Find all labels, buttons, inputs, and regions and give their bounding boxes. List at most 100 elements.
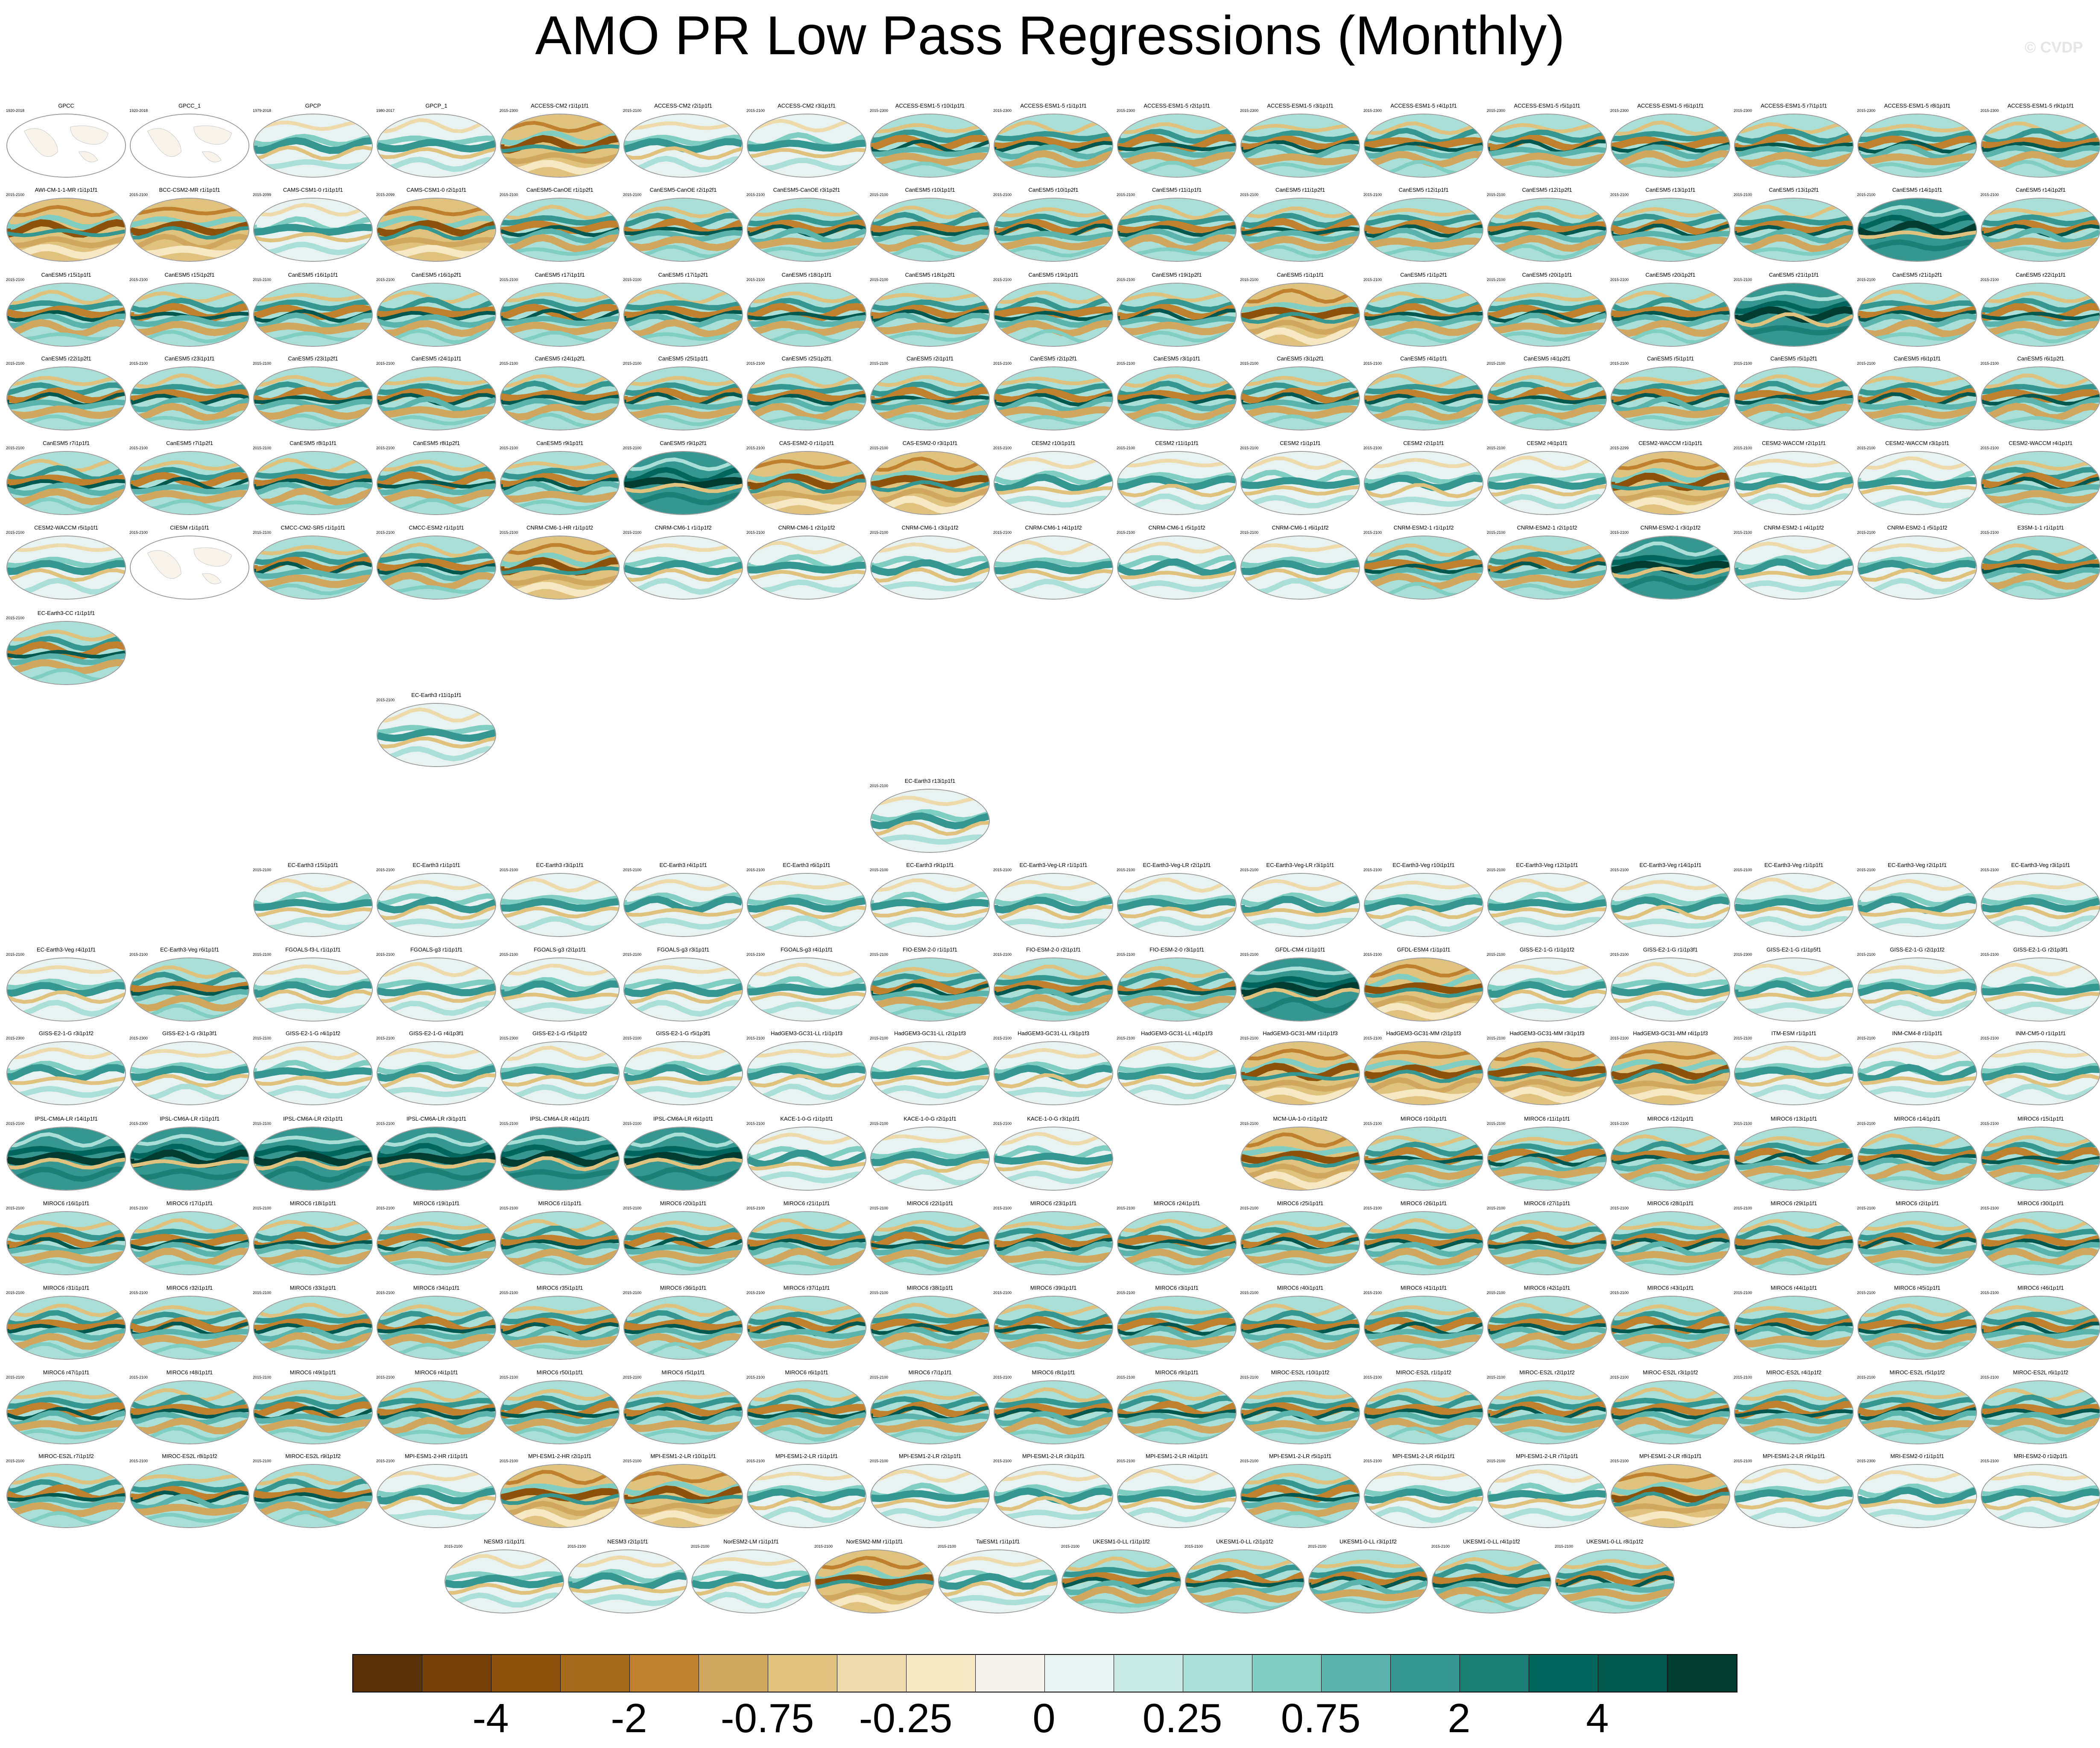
colorbar-box — [1529, 1655, 1598, 1692]
field-band — [1241, 560, 1359, 575]
field-band — [1488, 568, 1606, 579]
map-panel: CanESM5 r18i1p2f1 2015-2100 — [870, 272, 990, 357]
map-globe — [1117, 1041, 1237, 1105]
field-band — [377, 1086, 495, 1097]
field-band — [1982, 1159, 2100, 1171]
map-panel: MIROC6 r44i1p1f1 2015-2100 — [1734, 1285, 1854, 1370]
map-panel-title: MIROC6 r23i1p1f1 — [1030, 1200, 1077, 1206]
regression-field — [7, 199, 125, 261]
regression-field — [624, 452, 742, 514]
field-band — [1858, 1333, 1976, 1350]
regression-field — [501, 1042, 619, 1104]
field-band — [1858, 879, 1976, 891]
map-globe — [994, 366, 1113, 430]
field-band — [1858, 382, 1976, 396]
field-band — [1982, 1404, 2100, 1416]
regression-field — [377, 1381, 495, 1443]
map-panel-period: 2015-2100 — [376, 446, 395, 450]
field-band — [748, 983, 866, 996]
field-band — [871, 1219, 989, 1232]
field-band — [994, 237, 1112, 251]
field-band — [377, 1133, 495, 1147]
field-band — [501, 1150, 619, 1168]
field-band — [748, 148, 866, 158]
map-globe — [1487, 451, 1607, 515]
field-band — [1365, 1408, 1483, 1419]
field-band — [254, 1135, 372, 1145]
field-band — [994, 320, 1112, 337]
field-band — [254, 1413, 372, 1424]
map-panel: MPI-ESM1-2-HR r1i1p1f1 2015-2100 — [376, 1453, 497, 1538]
field-band — [624, 230, 742, 242]
regression-field — [377, 114, 495, 177]
map-panel-title: MIROC6 r47i1p1f1 — [43, 1369, 90, 1376]
map-panel-period: 2015-2100 — [1117, 278, 1135, 282]
field-band — [1858, 1499, 1976, 1508]
map-globe — [377, 957, 496, 1022]
map-globe — [1487, 957, 1607, 1022]
field-band — [1118, 220, 1236, 234]
regression-field — [131, 284, 249, 346]
field-band — [871, 1508, 989, 1522]
field-band — [1118, 398, 1236, 412]
map-globe — [994, 1127, 1113, 1191]
map-panel-period: 2015-2100 — [870, 1375, 889, 1379]
field-band — [254, 1075, 372, 1086]
map-panel-title: CanESM5 r25i1p2f1 — [781, 355, 832, 362]
regression-field — [994, 536, 1112, 599]
field-band — [254, 1487, 372, 1500]
map-panel: ACCESS-ESM1-5 r6i1p1f1 2015-2300 — [1610, 102, 1731, 188]
field-band — [1612, 383, 1729, 395]
regression-field — [624, 958, 742, 1021]
field-band — [131, 1241, 249, 1257]
map-globe — [1117, 283, 1237, 347]
field-band — [1735, 980, 1853, 999]
field-band — [377, 728, 495, 742]
field-band — [1365, 905, 1483, 919]
field-band — [1118, 1468, 1236, 1484]
map-panel-period: 2015-2100 — [1117, 1291, 1135, 1295]
map-panel: MIROC6 r9i1p1f1 2015-2100 — [1117, 1369, 1237, 1455]
field-band — [1612, 219, 1729, 236]
map-panel-title: BCC-CSM2-MR r1i1p1f1 — [159, 187, 220, 193]
field-band — [1982, 1074, 2100, 1088]
field-band — [131, 1305, 249, 1316]
map-panel-period: 2015-2100 — [253, 1459, 272, 1463]
colorbar-box — [1252, 1655, 1322, 1692]
map-panel: MPI-ESM1-2-LR r1i1p1f1 2015-2100 — [746, 1453, 867, 1538]
map-globe — [1487, 873, 1607, 937]
map-panel-period: 2015-2100 — [746, 1375, 765, 1379]
map-globe — [1734, 957, 1854, 1022]
field-band — [377, 1417, 495, 1436]
regression-field — [501, 1212, 619, 1274]
field-band — [871, 123, 989, 134]
field-band — [1118, 1507, 1236, 1523]
map-globe — [994, 1380, 1113, 1444]
map-panel: CanESM5 r11i1p1f1 2015-2100 — [1117, 187, 1237, 272]
map-panel: MIROC6 r36i1p1f1 2015-2100 — [623, 1285, 743, 1370]
map-panel: MIROC6 r48i1p1f1 2015-2100 — [129, 1369, 250, 1455]
field-band — [1858, 1402, 1976, 1418]
field-band — [1365, 1394, 1483, 1411]
map-globe — [1117, 1464, 1237, 1528]
map-panel: MIROC6 r20i1p1f1 2015-2100 — [623, 1200, 743, 1285]
field-band — [1612, 962, 1729, 978]
map-panel-period: 2015-2100 — [500, 1121, 518, 1126]
regression-field — [501, 452, 619, 514]
map-panel-title: MIROC6 r1i1p1f1 — [538, 1200, 582, 1206]
field-band — [1118, 483, 1236, 498]
map-panel-title: GISS-E2-1-G r1i1p5f1 — [1767, 946, 1821, 953]
map-globe — [500, 283, 620, 347]
map-panel: MPI-ESM1-2-LR r2i1p1f1 2015-2100 — [870, 1453, 990, 1538]
regression-field — [377, 704, 495, 766]
field-band — [748, 478, 866, 494]
field-band — [1858, 1323, 1976, 1335]
field-band — [1488, 235, 1606, 252]
map-globe — [1487, 1464, 1607, 1528]
field-band — [254, 1326, 372, 1342]
map-panel-period: 2015-2100 — [1980, 193, 1999, 197]
field-band — [1488, 1166, 1606, 1179]
map-panel: MIROC-ES2L r2i1p1f2 2015-2100 — [1487, 1369, 1607, 1455]
field-band — [1556, 1565, 1674, 1579]
map-panel-period: 2015-2100 — [1857, 530, 1876, 535]
